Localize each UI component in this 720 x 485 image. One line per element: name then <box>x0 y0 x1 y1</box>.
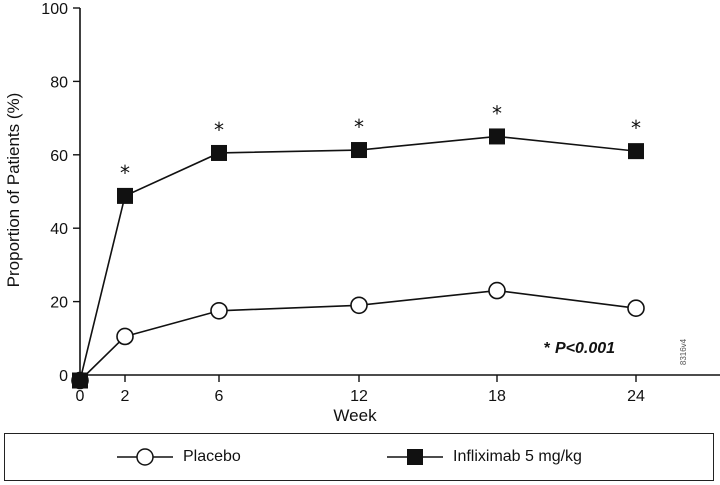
p-value-text: P<0.001 <box>555 340 615 357</box>
significance-star: * <box>120 161 130 185</box>
y-tick-label: 60 <box>50 148 68 165</box>
y-tick-label: 100 <box>41 1 68 18</box>
infliximab-point <box>211 144 227 161</box>
p-value-note: * P<0.001 <box>544 340 615 357</box>
placebo-point <box>488 281 506 300</box>
y-tick-label: 80 <box>50 74 68 91</box>
placebo-point <box>210 301 228 320</box>
series-line-placebo <box>79 289 637 382</box>
legend-placebo-marker <box>117 448 173 466</box>
series-line-infliximab <box>79 135 637 381</box>
significance-stars: * * * * * <box>120 101 641 184</box>
placebo-point <box>350 296 368 315</box>
infliximab-point <box>117 187 133 204</box>
y-axis-title: Proportion of Patients (%) <box>4 93 23 288</box>
p-value-star: * <box>544 340 551 357</box>
placebo-point <box>116 327 134 346</box>
series-markers <box>71 128 645 390</box>
infliximab-point <box>489 128 505 145</box>
x-tick-label: 18 <box>488 388 506 405</box>
chart: 0 20 40 60 80 100 0 2 6 12 18 24 * * * * * Proportion … <box>4 1 720 425</box>
legend-placebo-label: Placebo <box>183 448 241 465</box>
x-tick-label: 2 <box>121 388 130 405</box>
significance-star: * <box>631 116 641 140</box>
series-lines <box>79 135 637 382</box>
significance-star: * <box>354 115 364 139</box>
legend-item-placebo: Placebo <box>117 434 241 480</box>
x-tick-label: 24 <box>627 388 645 405</box>
legend-item-infliximab: Infliximab 5 mg/kg <box>387 434 582 480</box>
x-ticks: 0 2 6 12 18 24 <box>76 375 645 405</box>
significance-star: * <box>492 101 502 125</box>
axes <box>79 8 720 376</box>
x-tick-label: 6 <box>215 388 224 405</box>
x-axis-title: Week <box>333 406 377 425</box>
y-tick-label: 40 <box>50 221 68 238</box>
figure-code: 8316v4 <box>679 338 688 365</box>
legend: Placebo Infliximab 5 mg/kg <box>4 433 714 481</box>
significance-star: * <box>214 118 224 142</box>
y-ticks: 0 20 40 60 80 100 <box>41 1 80 385</box>
infliximab-point <box>351 142 367 159</box>
infliximab-point <box>72 372 88 389</box>
x-tick-label: 0 <box>76 388 85 405</box>
y-tick-label: 20 <box>50 295 68 312</box>
y-tick-label: 0 <box>59 368 68 385</box>
infliximab-point <box>628 143 644 160</box>
x-tick-label: 12 <box>350 388 368 405</box>
placebo-point <box>627 299 645 318</box>
legend-infliximab-marker <box>387 449 443 465</box>
legend-infliximab-label: Infliximab 5 mg/kg <box>453 448 582 465</box>
